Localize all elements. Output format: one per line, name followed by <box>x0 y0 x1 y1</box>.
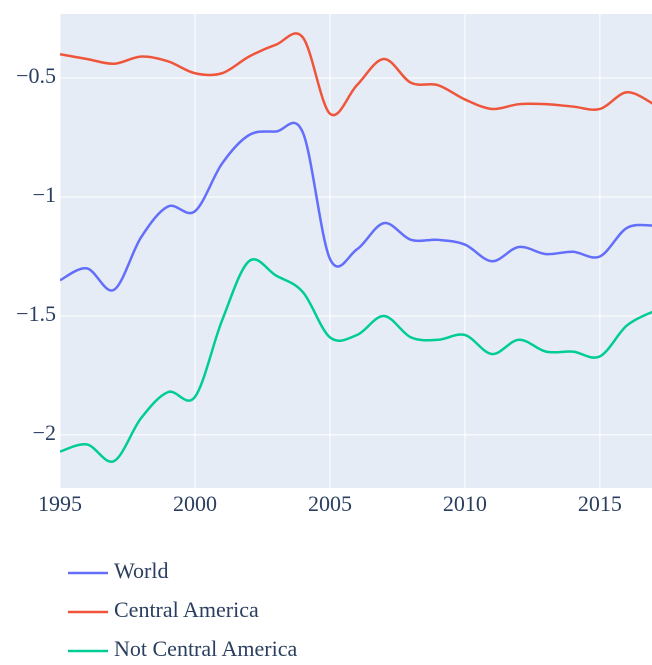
y-tick-label: −2 <box>33 420 56 445</box>
line <box>60 32 652 117</box>
line <box>60 121 652 292</box>
y-tick-label: −0.5 <box>16 63 56 88</box>
y-tick-label: −1 <box>33 182 56 207</box>
y-tick-label: −1.5 <box>16 301 56 326</box>
x-tick-label: 2005 <box>308 491 352 516</box>
x-tick-label: 2015 <box>578 491 622 516</box>
x-tick-label: 1995 <box>38 491 82 516</box>
x-tick-label: 2010 <box>443 491 487 516</box>
legend-label: World <box>114 558 168 583</box>
x-tick-label: 2000 <box>173 491 217 516</box>
legend-label: Central America <box>114 597 259 622</box>
legend-label: Not Central America <box>114 636 298 660</box>
line <box>60 258 652 463</box>
